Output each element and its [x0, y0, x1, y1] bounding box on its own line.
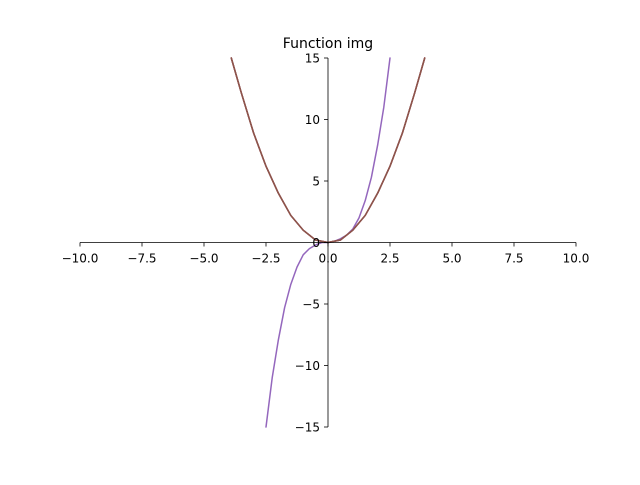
plot-area: −10.0 −7.5 −5.0 −2.5 0.0 2.5 5.0 7.5 10.0 −15 −10 −… [62, 52, 590, 435]
x-tick-label: −10.0 [62, 252, 99, 266]
y-tick-label: 10 [305, 113, 320, 127]
x-tick-label: −7.5 [127, 252, 156, 266]
y-tick-label: 0 [312, 236, 320, 250]
y-tick-label: 15 [305, 52, 320, 66]
x-tick-label: 10.0 [563, 252, 590, 266]
chart-title: Function img [283, 36, 373, 52]
x-tick-label: −2.5 [251, 252, 280, 266]
y-tick-label: −10 [295, 359, 320, 373]
y-tick-label: −5 [302, 298, 320, 312]
x-tick-label: 5.0 [442, 252, 461, 266]
x-tick-label: 7.5 [504, 252, 523, 266]
y-tick-label: −15 [295, 421, 320, 435]
x-tick-label: 2.5 [380, 252, 399, 266]
y-tick-label: 5 [312, 175, 320, 189]
x-tick-label: −5.0 [189, 252, 218, 266]
x-tick-label: 0.0 [318, 252, 337, 266]
